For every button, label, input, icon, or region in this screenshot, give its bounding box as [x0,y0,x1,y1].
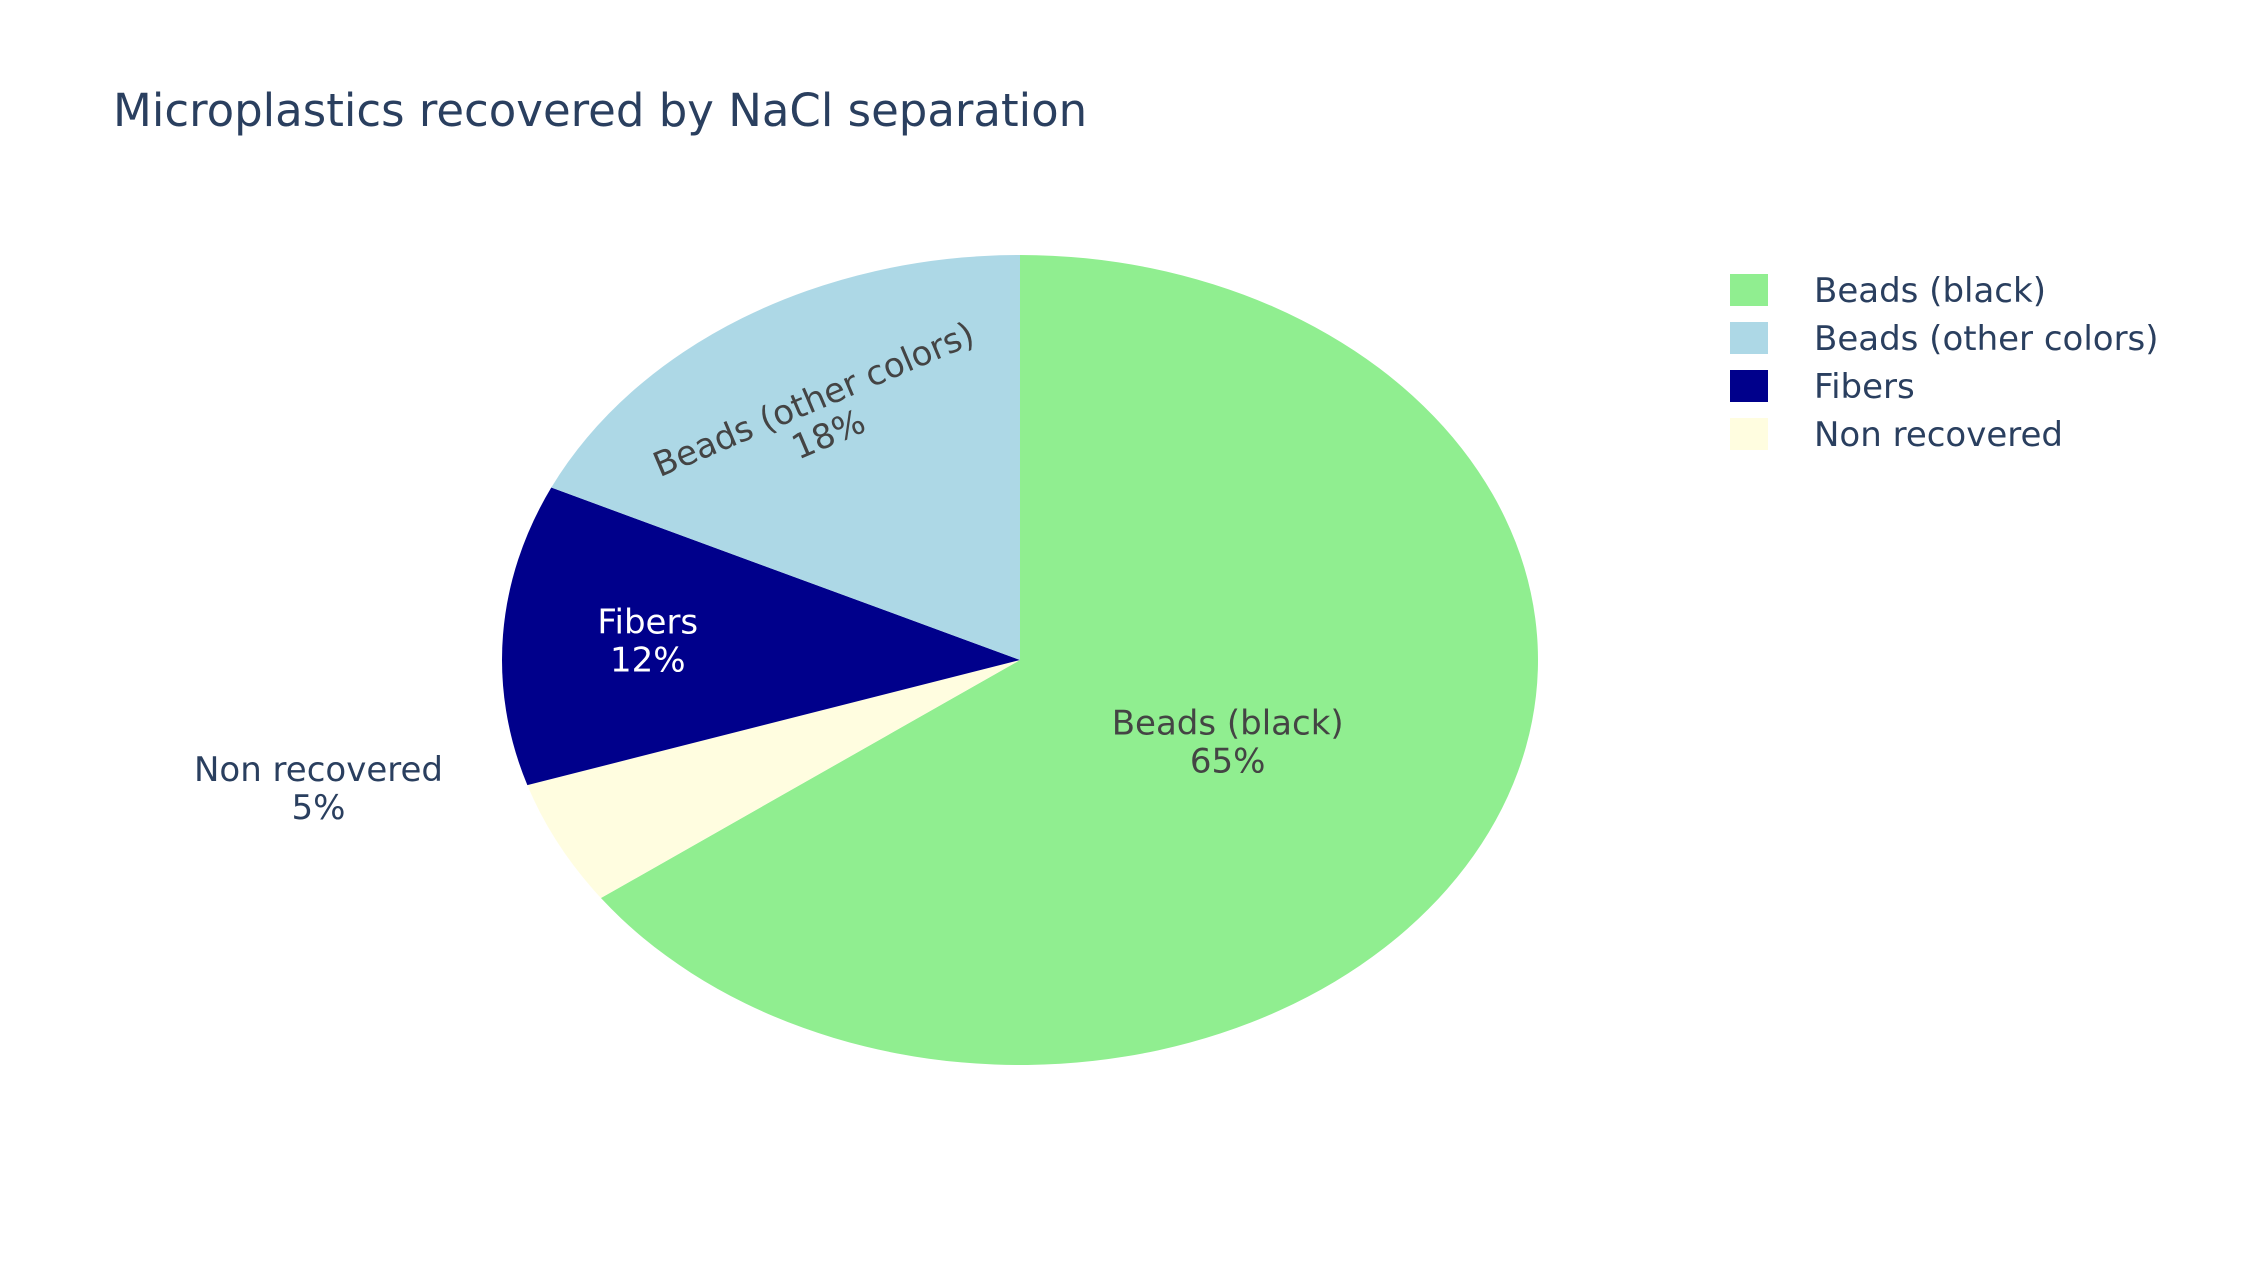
legend-swatch [1730,370,1768,402]
slice-percent-label: 65% [1190,742,1266,782]
legend-label: Beads (other colors) [1814,319,2159,359]
legend-label: Fibers [1814,367,1915,407]
legend-swatch [1730,274,1768,306]
legend-item-non-recovered[interactable]: Non recovered [1730,415,2063,455]
legend: Beads (black) Beads (other colors) Fibers N… [1730,271,2159,455]
chart-title: Microplastics recovered by NaCl separati… [113,84,1087,137]
legend-label: Beads (black) [1814,271,2046,311]
legend-swatch [1730,418,1768,450]
slice-beads-other-colors [551,255,1020,660]
legend-item-fibers[interactable]: Fibers [1730,367,1915,407]
legend-item-beads-other-colors[interactable]: Beads (other colors) [1730,319,2159,359]
legend-item-beads-black[interactable]: Beads (black) [1730,271,2046,311]
slice-percent-label: 5% [291,788,345,828]
slice-fibers [502,487,1020,786]
slice-label-beads-black: Beads (black)65% [1112,704,1344,782]
legend-swatch [1730,322,1768,354]
legend-label: Non recovered [1814,415,2063,455]
slice-percent-label: 12% [610,641,686,681]
pie-slices [502,255,1538,1065]
slice-name-label: Beads (black) [1112,704,1344,744]
slice-name-label: Non recovered [194,750,443,790]
slice-name-label: Fibers [597,603,698,643]
slice-non-recovered [527,660,1020,899]
slice-beads-black [600,255,1538,1065]
